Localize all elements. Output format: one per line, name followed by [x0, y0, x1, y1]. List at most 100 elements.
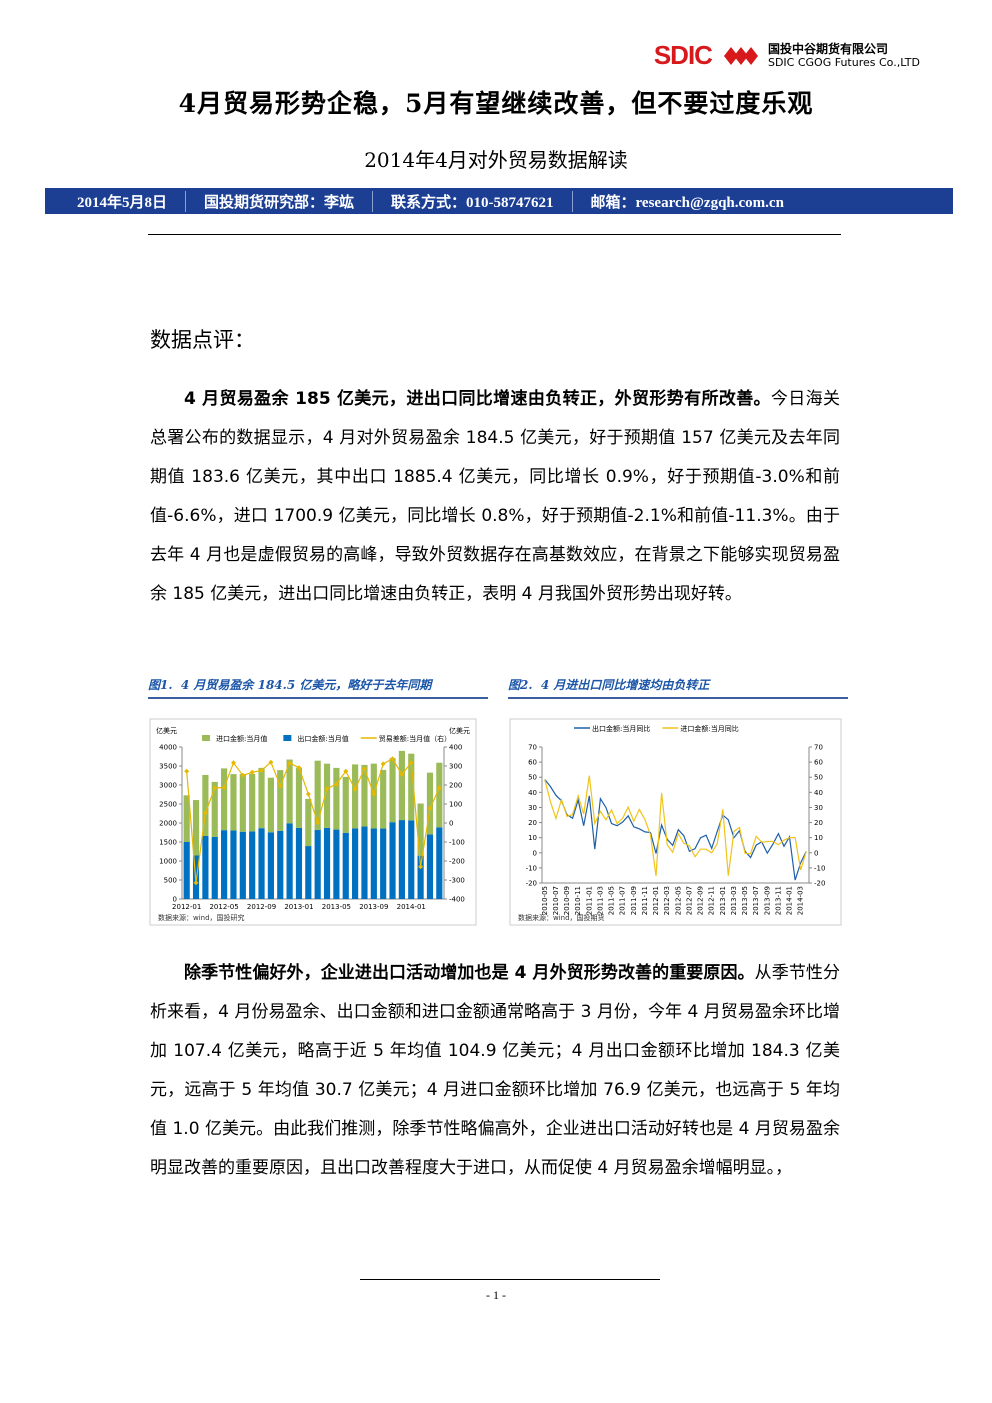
bar: [295, 827, 303, 899]
x-tick-label: 2011-11: [641, 886, 649, 915]
y-tick-label: 2500: [159, 801, 177, 809]
bar: [202, 774, 209, 836]
bar: [426, 772, 434, 835]
bar: [202, 835, 209, 899]
y-tick-label: 3500: [159, 763, 177, 771]
legend-label: 出口金额:当月同比: [592, 724, 650, 733]
bar: [305, 846, 312, 899]
x-tick-label: 2010-09: [563, 886, 571, 915]
legend-label: 进口金额:当月值: [216, 734, 267, 743]
chart-frame: [509, 718, 842, 926]
y2-tick-label: -400: [449, 896, 465, 904]
point: [315, 820, 321, 826]
y2-tick-label: 20: [814, 819, 823, 827]
bar: [239, 774, 246, 832]
x-tick-label: 2012-03: [663, 886, 671, 915]
x-tick-label: 2010-05: [541, 886, 549, 915]
bar: [286, 823, 293, 899]
y2-tick-label: 10: [814, 834, 823, 842]
bar: [192, 800, 200, 856]
point: [193, 880, 199, 886]
x-tick-label: 2013-11: [774, 886, 782, 915]
point: [231, 760, 236, 766]
bar: [286, 759, 293, 824]
legend-label: 贸易差额:当月值（右）: [379, 734, 451, 743]
y-tick-label: -20: [526, 880, 537, 888]
bar: [183, 842, 190, 899]
bar: [305, 798, 312, 847]
y-tick-label: 1000: [159, 858, 177, 866]
divider: [148, 234, 841, 235]
body-text: 从季节性分析来看，4 月份易盈余、出口金额和进口金额通常略高于 3 月份，今年 …: [150, 963, 841, 1178]
author: 国投期货研究部：李竑: [186, 190, 374, 212]
y2-tick-label: -20: [814, 880, 825, 888]
bar: [314, 829, 321, 899]
bar: [408, 820, 415, 899]
figure: 图2. 4 月进出口同比增速均由负转正 -20 -10 0 10 20 30 40 50 60 7…: [508, 676, 848, 926]
point: [287, 760, 293, 766]
y2-tick-label: 200: [449, 782, 462, 790]
point: [268, 759, 274, 765]
bar: [352, 764, 359, 829]
bar: [380, 828, 387, 899]
y2-tick-label: 70: [814, 744, 823, 752]
y2-tick-label: -100: [449, 839, 465, 847]
email: 邮箱：research@zgqh.com.cn: [590, 194, 784, 211]
x-tick-label: 2013-09: [359, 903, 388, 911]
x-tick-label: 2013-01: [284, 903, 313, 911]
y2-tick-label: -300: [449, 877, 465, 885]
figure-label: 图1.: [148, 678, 173, 692]
bar: [230, 774, 237, 831]
phone: 联系方式：010-58747621: [373, 190, 573, 212]
y-tick-label: -10: [526, 864, 537, 872]
bar: [408, 753, 415, 821]
x-tick-label: 2013-05: [741, 886, 749, 915]
point: [249, 769, 255, 775]
point: [362, 766, 367, 772]
bar: [277, 770, 284, 831]
figure-title: 4 月进出口同比增速均由负转正: [540, 678, 710, 692]
bar: [436, 827, 443, 899]
bar: [211, 781, 218, 837]
point: [296, 765, 302, 771]
point: [371, 791, 377, 797]
x-tick-label: 2014-01: [397, 903, 426, 911]
x-tick-label: 2010-07: [552, 886, 560, 915]
figure-label: 图2.: [508, 678, 533, 692]
x-tick-label: 2013-03: [730, 886, 738, 915]
y-tick-label: 70: [528, 744, 537, 752]
bar: [323, 827, 331, 899]
figure-source: 数据来源：wind，国投期货: [518, 914, 605, 922]
y2-tick-label: 60: [814, 759, 823, 767]
x-tick-label: 2011-09: [630, 886, 638, 915]
bar: [380, 769, 387, 829]
bar: [352, 828, 359, 899]
bar: [389, 758, 396, 823]
legend-swatch: [283, 735, 292, 741]
bar: [426, 834, 434, 899]
point: [259, 767, 264, 773]
x-tick-label: 2013-09: [763, 886, 771, 915]
x-tick-label: 2010-11: [574, 886, 582, 915]
bar: [323, 763, 331, 828]
logo-text: 国投中谷期货有限公司 SDIC CGOG Futures Co.,LTD: [768, 42, 920, 69]
bar: [314, 760, 321, 830]
title: 4月贸易形势企稳，5月有望继续改善，但不要过度乐观: [178, 89, 814, 118]
point: [212, 785, 218, 791]
point: [305, 791, 311, 797]
y2-tick-label: -10: [814, 864, 825, 872]
legend-label: 出口金额:当月值: [297, 734, 348, 743]
bar: [258, 828, 265, 899]
point: [427, 805, 433, 811]
bar: [417, 803, 424, 856]
point: [408, 760, 414, 766]
logo-mark: SDIC: [653, 40, 713, 70]
point: [184, 768, 190, 774]
y-tick-label: 10: [528, 834, 537, 842]
page-number: - 1 -: [486, 1288, 506, 1302]
x-tick-label: 2011-07: [619, 886, 627, 915]
y-tick-label: 0: [533, 849, 537, 857]
bar: [361, 764, 368, 827]
y-tick-label: 3000: [159, 782, 177, 790]
